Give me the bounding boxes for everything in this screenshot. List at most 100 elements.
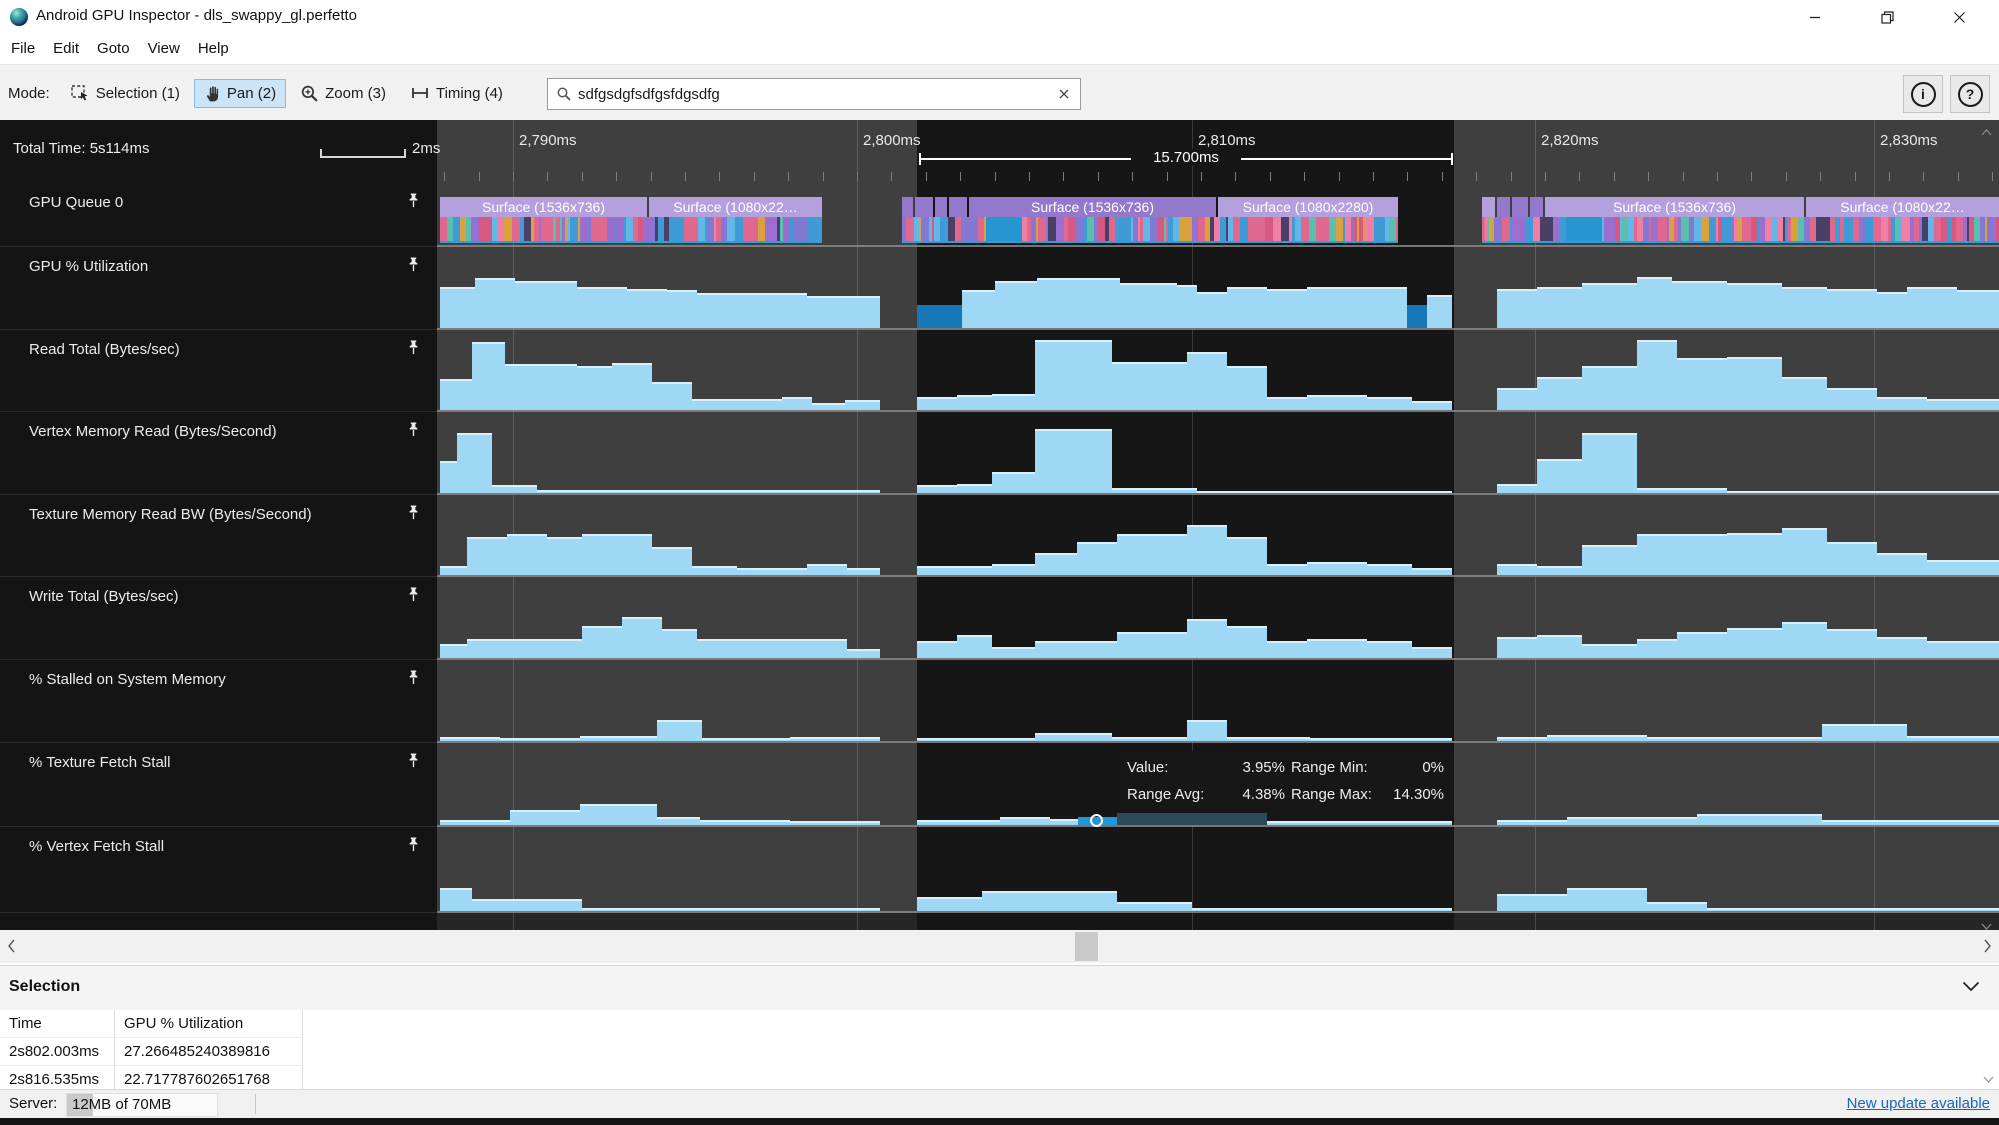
search-clear-button[interactable] [1048, 88, 1080, 100]
queue-slice [1005, 217, 1011, 241]
surface-slice[interactable]: Surface (1080x22… [649, 197, 822, 217]
queue-slice [1396, 217, 1398, 241]
queue-slice [1131, 217, 1133, 241]
pin-icon[interactable] [406, 752, 421, 774]
queue-slice [453, 217, 460, 241]
timeline-scroll-up-icon[interactable] [1981, 123, 1992, 141]
update-link[interactable]: New update available [1846, 1095, 1990, 1112]
minimize-button[interactable] [1779, 0, 1851, 34]
queue-slice [1669, 217, 1674, 241]
surface-slice[interactable] [1512, 197, 1528, 217]
queue-slice [1173, 217, 1179, 241]
chart-bar [992, 647, 1035, 658]
search-input[interactable] [578, 85, 1048, 103]
queue-slice [789, 217, 793, 241]
menu-item-edit[interactable]: Edit [53, 40, 80, 57]
minor-tick [1442, 172, 1443, 181]
info-button[interactable]: i [1903, 75, 1943, 113]
queue-slice [1987, 217, 1994, 241]
mode-button-pan[interactable]: Pan (2) [193, 78, 287, 108]
queue-slice [1814, 217, 1816, 241]
minor-tick [891, 172, 892, 181]
surface-slice[interactable]: Surface (1536x736) [969, 197, 1216, 217]
queue-slice [914, 217, 919, 241]
menu-item-goto[interactable]: Goto [97, 40, 130, 57]
chart-bar [1827, 289, 1877, 328]
queue-slice [1902, 217, 1910, 241]
queue-slice [758, 217, 765, 241]
toolbar: Mode: Selection (1) Pan (2) Zoom (3) Timing… [0, 64, 1999, 121]
collapse-chevron-icon[interactable] [1962, 979, 1980, 997]
surface-slice[interactable]: Surface (1536x736) [1545, 197, 1804, 217]
queue-slice [1366, 217, 1374, 241]
surface-slice[interactable] [1482, 197, 1495, 217]
track-row-header [0, 743, 437, 827]
queue-slice [520, 217, 524, 241]
menu-item-help[interactable]: Help [197, 40, 229, 57]
track-label: Write Total (Bytes/sec) [29, 588, 179, 605]
menu-item-file[interactable]: File [11, 40, 36, 57]
queue-slice [607, 217, 614, 241]
track-label: GPU Queue 0 [29, 194, 124, 211]
mode-button-timing[interactable]: Timing (4) [400, 80, 513, 107]
chart-bar [1927, 560, 1999, 575]
chart-bar [1707, 908, 1999, 911]
scroll-right-icon[interactable] [1983, 939, 1992, 958]
queue-slice [1622, 217, 1628, 241]
queue-slice [978, 217, 984, 241]
mode-button-zoom[interactable]: Zoom (3) [290, 79, 396, 108]
queue-slice [1963, 217, 1967, 241]
chart-bar [1197, 491, 1452, 493]
queue-slice [514, 217, 520, 241]
pin-icon[interactable] [406, 836, 421, 858]
pin-icon[interactable] [406, 339, 421, 361]
search-box[interactable] [547, 78, 1081, 110]
help-button[interactable]: ? [1950, 75, 1990, 113]
queue-slice [553, 217, 556, 241]
track-row-header [0, 660, 437, 743]
scrollbar-thumb[interactable] [1075, 932, 1098, 961]
surface-slice[interactable] [915, 197, 933, 217]
pin-icon[interactable] [406, 192, 421, 214]
chart-bar [1112, 488, 1197, 493]
chart-bar [1637, 639, 1677, 658]
queue-slice [1783, 217, 1785, 241]
chart-bar [1035, 641, 1117, 658]
queue-slice [541, 217, 547, 241]
pin-icon[interactable] [406, 669, 421, 691]
queue-slice [1027, 217, 1031, 241]
surface-slice[interactable] [935, 197, 947, 217]
queue-slice [808, 217, 816, 241]
chart-bar [1497, 564, 1537, 575]
chart-bar [1822, 724, 1907, 741]
horizontal-scrollbar[interactable] [0, 930, 1999, 963]
pin-icon[interactable] [406, 586, 421, 608]
queue-slice [1273, 217, 1281, 241]
queue-slice [682, 217, 684, 241]
close-button[interactable] [1923, 0, 1995, 34]
queue-slice [1123, 217, 1131, 241]
close-icon [1953, 11, 1965, 23]
restore-button[interactable] [1851, 0, 1923, 34]
queue-slice [1689, 217, 1694, 241]
minor-tick [1407, 172, 1408, 181]
pin-icon[interactable] [406, 504, 421, 526]
surface-slice[interactable]: Surface (1080x2280) [1218, 197, 1398, 217]
surface-slice[interactable] [1497, 197, 1510, 217]
surface-slice[interactable] [1530, 197, 1543, 217]
surface-slice[interactable] [902, 197, 913, 217]
queue-slice [1076, 217, 1079, 241]
selected-time-range[interactable] [917, 120, 1454, 930]
chart-bar [440, 644, 467, 658]
table-scroll-down-icon[interactable] [1983, 1070, 1994, 1088]
surface-slice[interactable]: Surface (1536x736) [440, 197, 647, 217]
chart-bar [700, 820, 790, 825]
pin-icon[interactable] [406, 421, 421, 443]
pin-icon[interactable] [406, 256, 421, 278]
surface-slice[interactable] [949, 197, 967, 217]
scroll-left-icon[interactable] [7, 939, 16, 958]
menu-item-view[interactable]: View [147, 40, 180, 57]
mode-button-selection[interactable]: Selection (1) [60, 79, 190, 107]
surface-slice[interactable]: Surface (1080x22… [1806, 197, 1999, 217]
queue-slice [777, 217, 780, 241]
